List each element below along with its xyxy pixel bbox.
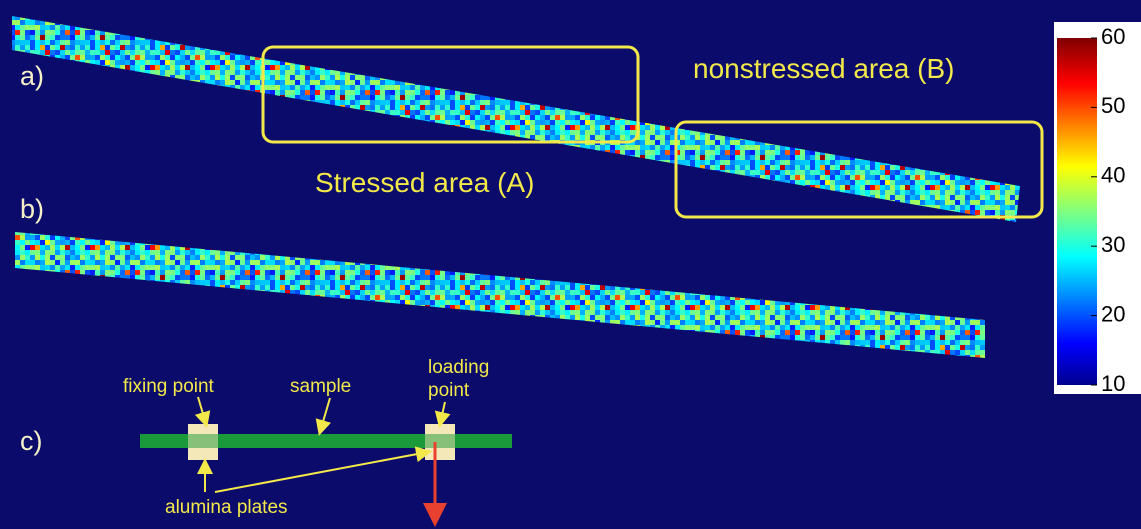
plate-overlap: [425, 434, 455, 448]
annotation: point: [428, 380, 470, 401]
arrows: [194, 396, 451, 493]
panel-label: c): [20, 426, 43, 456]
colorbar-tick-label: 40: [1101, 163, 1125, 188]
colorbar-tick-label: 30: [1101, 232, 1125, 257]
panel-label: b): [20, 194, 44, 224]
colorbar: [1057, 38, 1097, 385]
annotation: alumina plates: [165, 497, 288, 518]
annotation: sample: [290, 376, 351, 397]
annotation: nonstressed area (B): [693, 53, 954, 84]
plate-overlap: [188, 434, 218, 448]
colorbar-tick-label: 50: [1101, 93, 1125, 118]
strip-b: [15, 232, 985, 358]
colorbar-tick-label: 60: [1101, 24, 1125, 49]
panel-label: a): [20, 61, 44, 91]
box-a: [261, 45, 640, 144]
annotation: fixing point: [123, 376, 215, 397]
annotation: Stressed area (A): [315, 167, 534, 198]
colorbar-tick-label: 10: [1101, 371, 1125, 396]
annotation: loading: [428, 357, 489, 378]
sample-bar: [140, 434, 512, 448]
colorbar-tick-label: 20: [1101, 301, 1125, 326]
box-b: [674, 120, 1044, 219]
